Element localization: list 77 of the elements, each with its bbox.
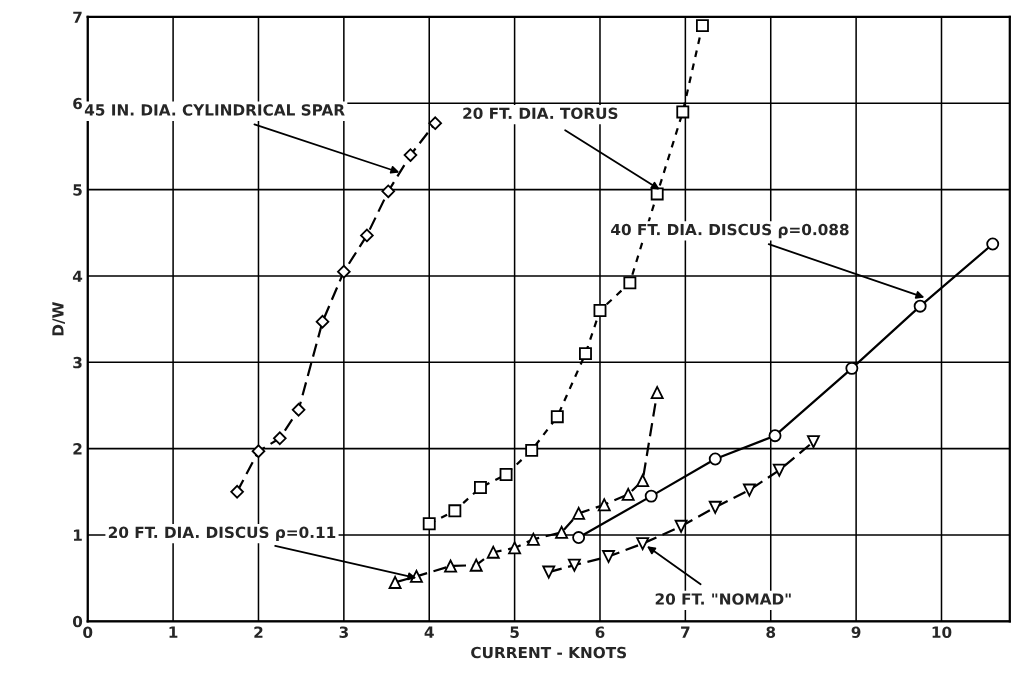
y-tick-label: 6 xyxy=(73,97,83,110)
point xyxy=(708,452,722,466)
point xyxy=(473,481,487,494)
point xyxy=(567,558,581,572)
point xyxy=(768,429,782,443)
y-tick-label: 2 xyxy=(73,443,82,455)
point xyxy=(650,187,664,201)
point xyxy=(555,525,569,539)
point xyxy=(806,435,820,449)
point xyxy=(593,304,607,317)
annotation: 40 FT. DIA. DISCUS ρ=0.088 xyxy=(611,223,849,239)
y-tick-label: 4 xyxy=(72,270,83,282)
point xyxy=(388,575,402,589)
point xyxy=(542,565,556,579)
point xyxy=(422,517,436,531)
x-axis-title: CURRENT - KNOTS xyxy=(471,646,627,659)
y-tick-label: 3 xyxy=(73,356,82,369)
annotation: 45 IN. DIA. CYLINDRICAL SPAR xyxy=(84,104,345,116)
y-tick-label: 0 xyxy=(72,615,83,628)
y-tick-label: 7 xyxy=(73,11,82,23)
point xyxy=(381,184,396,199)
annotation: 20 FT. DIA. TORUS xyxy=(463,107,618,120)
point xyxy=(315,314,330,329)
x-tick-label: 10 xyxy=(932,626,952,638)
point xyxy=(636,474,650,488)
point xyxy=(337,264,351,279)
point xyxy=(636,537,650,551)
x-tick-label: 3 xyxy=(339,626,348,638)
point xyxy=(602,550,615,563)
point xyxy=(273,431,287,446)
point xyxy=(499,468,513,481)
point xyxy=(621,487,635,501)
point xyxy=(579,347,592,361)
point xyxy=(623,276,637,290)
point xyxy=(525,443,539,457)
point xyxy=(772,463,786,477)
y-tick-label: 5 xyxy=(73,184,82,196)
point xyxy=(428,116,443,130)
x-tick-label: 5 xyxy=(510,626,519,638)
point xyxy=(650,386,664,399)
point xyxy=(444,559,458,573)
point xyxy=(644,489,658,503)
annotation: 20 FT. DIA. DISCUS ρ=0.11 xyxy=(108,526,336,542)
point xyxy=(913,299,927,313)
y-axis-title: D/W xyxy=(52,302,65,336)
point xyxy=(676,105,690,119)
point xyxy=(526,532,540,546)
point xyxy=(469,558,483,572)
point xyxy=(695,19,709,33)
point xyxy=(986,237,1000,251)
x-tick-label: 8 xyxy=(766,626,776,638)
y-tick-label: 1 xyxy=(73,529,82,541)
point xyxy=(572,531,586,545)
x-tick-label: 7 xyxy=(681,626,690,638)
x-tick-label: 0 xyxy=(83,626,93,638)
point xyxy=(486,545,500,559)
point xyxy=(360,228,374,243)
x-tick-label: 9 xyxy=(851,626,861,638)
point xyxy=(708,500,722,514)
point xyxy=(409,569,423,583)
point xyxy=(845,361,859,375)
point xyxy=(597,498,611,512)
point xyxy=(291,402,306,417)
point xyxy=(674,519,688,533)
x-tick-label: 4 xyxy=(424,626,434,638)
point xyxy=(448,504,462,518)
x-tick-label: 6 xyxy=(595,626,605,638)
point xyxy=(572,506,586,520)
annotation: 20 FT. "NOMAD" xyxy=(655,593,791,605)
point xyxy=(550,410,564,424)
point xyxy=(251,444,266,459)
point xyxy=(742,483,756,497)
x-tick-label: 2 xyxy=(254,626,263,638)
x-tick-label: 1 xyxy=(169,626,178,638)
point xyxy=(403,148,418,162)
point xyxy=(230,484,244,499)
point xyxy=(508,541,522,555)
